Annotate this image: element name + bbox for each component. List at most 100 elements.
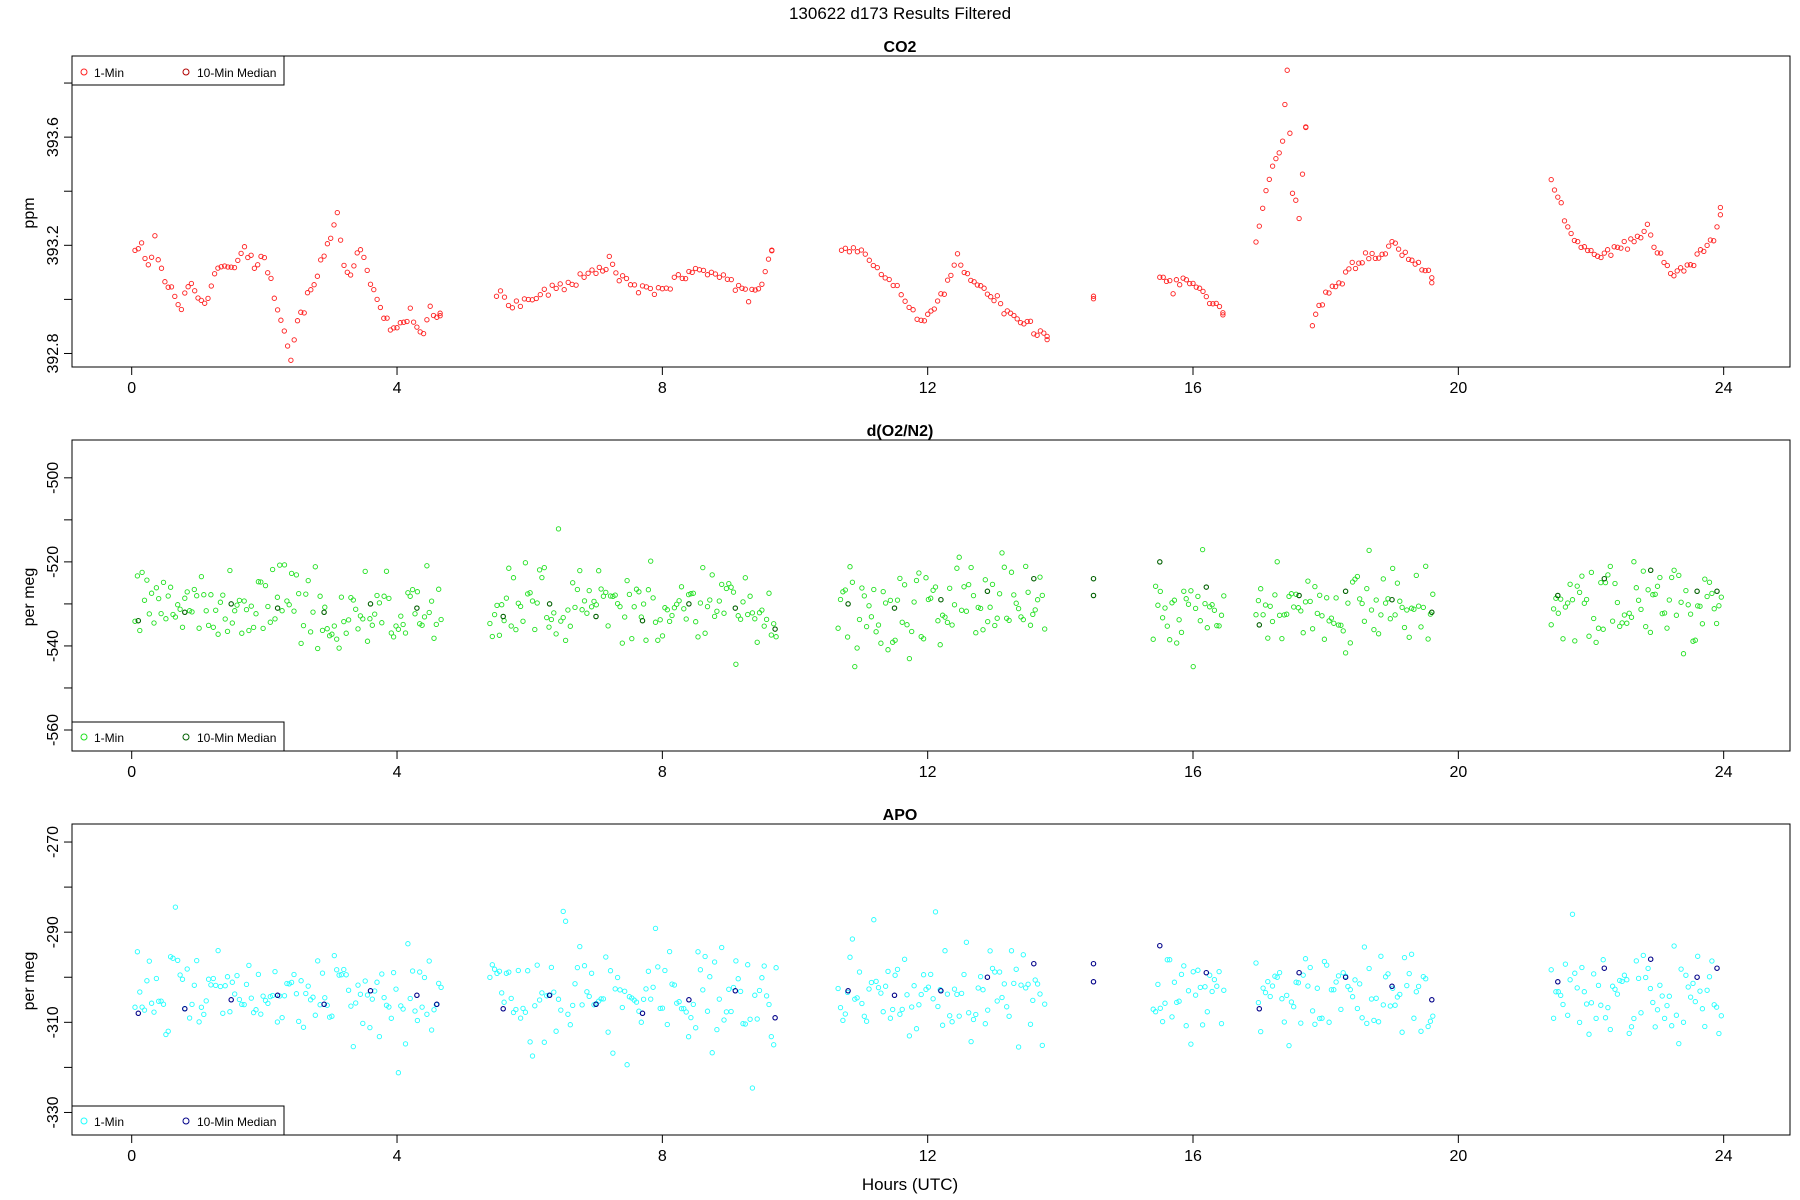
one-min-point — [296, 1018, 302, 1025]
one-min-point — [1211, 607, 1218, 613]
one-min-point — [647, 285, 654, 292]
one-min-point — [1289, 190, 1296, 196]
y-tick-label: -270 — [45, 826, 62, 858]
one-min-point — [1628, 614, 1635, 620]
one-min-point — [137, 627, 143, 634]
one-min-point — [1661, 1015, 1668, 1022]
one-min-point — [1001, 311, 1007, 317]
one-min-point — [1185, 988, 1192, 994]
one-min-point — [1030, 611, 1036, 618]
one-min-point — [493, 293, 500, 299]
one-min-point — [1291, 1004, 1297, 1010]
one-min-point — [151, 620, 157, 626]
one-min-point — [424, 317, 430, 323]
one-min-point — [1558, 596, 1564, 602]
x-tick-label: 0 — [127, 1148, 136, 1165]
one-min-point — [208, 592, 214, 598]
median-point — [500, 613, 506, 620]
one-min-point — [377, 304, 384, 311]
one-min-point — [1273, 155, 1279, 162]
one-min-point — [1359, 1015, 1365, 1021]
one-min-point — [345, 617, 352, 623]
one-min-point — [258, 253, 264, 260]
one-min-point — [949, 1019, 955, 1025]
one-min-point — [308, 287, 314, 293]
one-min-point — [293, 991, 300, 997]
one-min-point — [759, 607, 765, 613]
one-min-point — [1585, 247, 1591, 254]
one-min-point — [215, 265, 221, 271]
one-min-point — [1709, 958, 1715, 964]
one-min-point — [277, 562, 283, 568]
one-min-point — [707, 597, 713, 603]
one-min-point — [1274, 974, 1280, 980]
one-min-point — [1399, 604, 1405, 611]
one-min-point — [977, 973, 984, 980]
one-min-point — [337, 237, 344, 243]
one-min-point — [544, 614, 550, 621]
one-min-point — [307, 629, 314, 635]
one-min-point — [1342, 650, 1349, 656]
one-min-point — [369, 622, 375, 628]
one-min-point — [438, 616, 444, 623]
one-min-point — [1555, 610, 1561, 616]
one-min-point — [745, 962, 751, 968]
median-point — [1296, 592, 1302, 599]
one-min-point — [426, 609, 432, 616]
one-min-point — [407, 593, 413, 599]
one-min-point — [218, 264, 224, 270]
panel-title: d(O2/N2) — [867, 423, 934, 440]
one-min-point — [1411, 1015, 1417, 1021]
one-min-point — [697, 967, 704, 973]
one-min-point — [248, 603, 254, 609]
one-min-point — [262, 997, 269, 1004]
one-min-point — [1265, 978, 1271, 985]
one-min-point — [1324, 962, 1330, 968]
one-min-point — [1375, 631, 1382, 637]
one-min-point — [1195, 967, 1201, 973]
one-min-point — [875, 622, 882, 628]
one-min-point — [918, 991, 924, 998]
one-min-point — [1260, 985, 1266, 991]
one-min-point — [1202, 600, 1208, 607]
one-min-point — [288, 357, 294, 363]
one-min-point — [291, 608, 297, 614]
one-min-point — [175, 301, 181, 308]
one-min-point — [1645, 587, 1651, 593]
one-min-point — [386, 1004, 392, 1010]
one-min-point — [1279, 138, 1286, 144]
one-min-point — [1680, 1019, 1687, 1025]
one-min-point — [1405, 256, 1412, 263]
one-min-point — [291, 971, 297, 978]
one-min-point — [158, 265, 165, 271]
one-min-point — [579, 1002, 585, 1008]
one-min-point — [436, 980, 442, 987]
one-min-point — [1157, 274, 1163, 280]
one-min-point — [261, 254, 268, 261]
one-min-point — [984, 291, 991, 297]
one-min-point — [1576, 589, 1583, 596]
one-min-point — [863, 623, 870, 630]
one-min-point — [1550, 606, 1557, 612]
one-min-point — [636, 589, 642, 595]
one-min-point — [1309, 626, 1316, 632]
one-min-point — [315, 958, 321, 964]
one-min-point — [1409, 257, 1415, 263]
one-min-point — [1031, 331, 1037, 337]
one-min-point — [251, 265, 258, 271]
one-min-point — [224, 628, 231, 635]
one-min-point — [1167, 277, 1173, 284]
one-min-point — [278, 317, 284, 323]
one-min-point — [1042, 1001, 1048, 1007]
one-min-point — [1602, 1015, 1609, 1021]
one-min-point — [963, 939, 970, 945]
one-min-point — [1569, 597, 1576, 603]
one-min-point — [1555, 194, 1561, 200]
median-point — [367, 601, 374, 607]
one-min-point — [1004, 1004, 1010, 1010]
one-min-point — [1307, 964, 1313, 971]
one-min-point — [603, 589, 609, 596]
x-tick-label: 24 — [1715, 764, 1733, 781]
one-min-point — [588, 970, 595, 976]
one-min-point — [384, 315, 390, 321]
